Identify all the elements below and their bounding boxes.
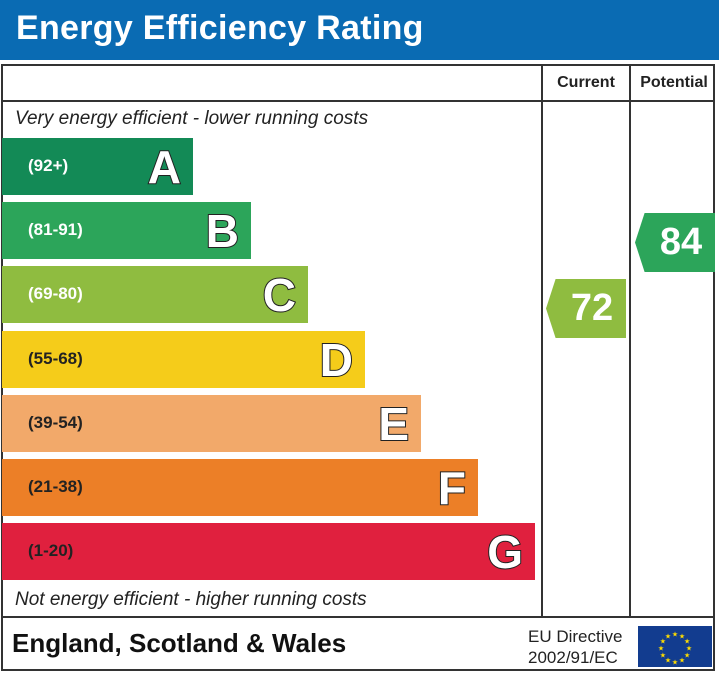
band-bar-f: (21-38) F xyxy=(2,459,478,516)
band-range: (21-38) xyxy=(28,477,83,496)
band-bar-c: (69-80) C xyxy=(2,266,308,323)
svg-text:★: ★ xyxy=(665,632,671,640)
band-letter: D xyxy=(319,333,354,387)
column-header-current: Current xyxy=(557,74,615,91)
title-banner: Energy Efficiency Rating xyxy=(0,0,719,60)
bottom-note: Not energy efficient - higher running co… xyxy=(15,589,367,610)
current-rating-value: 72 xyxy=(570,287,614,329)
chart-title: Energy Efficiency Rating xyxy=(16,9,424,47)
eu-flag-icon: ★ ★ ★ ★ ★ ★ ★ ★ ★ ★ ★ ★ xyxy=(638,626,712,667)
svg-text:★: ★ xyxy=(679,657,685,665)
directive-line2: 2002/91/EC xyxy=(528,648,618,667)
band-bar-b: (81-91) B xyxy=(2,202,251,259)
directive-line1: EU Directive xyxy=(528,627,623,646)
current-rating-arrow: 72 xyxy=(546,279,626,338)
band-bar-g: (1-20) G xyxy=(2,523,535,580)
band-range: (81-91) xyxy=(28,220,83,239)
svg-text:★: ★ xyxy=(672,631,678,639)
band-range: (55-68) xyxy=(28,349,83,368)
band-range: (69-80) xyxy=(28,284,83,303)
svg-text:★: ★ xyxy=(679,632,685,640)
svg-text:★: ★ xyxy=(684,652,690,660)
potential-rating-arrow: 84 xyxy=(635,213,715,272)
band-letter: A xyxy=(147,140,182,194)
column-divider xyxy=(541,64,543,617)
column-divider xyxy=(629,64,631,617)
band-range: (92+) xyxy=(28,156,69,175)
band-letter: C xyxy=(262,268,297,322)
band-bar-a: (92+) A xyxy=(2,138,193,195)
top-note: Very energy efficient - lower running co… xyxy=(15,108,369,129)
band-range: (39-54) xyxy=(28,413,83,432)
potential-rating-value: 84 xyxy=(659,221,703,263)
band-letter: E xyxy=(377,397,410,451)
svg-text:★: ★ xyxy=(665,657,671,665)
column-header-potential: Potential xyxy=(640,74,708,91)
svg-text:★: ★ xyxy=(684,638,690,646)
svg-text:★: ★ xyxy=(660,638,666,646)
svg-text:★: ★ xyxy=(686,645,692,653)
footer-divider xyxy=(1,616,715,618)
header-divider xyxy=(1,100,715,102)
band-letter: B xyxy=(205,204,240,258)
region-label: England, Scotland & Wales xyxy=(12,628,347,658)
band-letter: G xyxy=(486,525,524,579)
band-range: (1-20) xyxy=(28,541,74,560)
svg-text:★: ★ xyxy=(658,645,664,653)
band-bar-e: (39-54) E xyxy=(2,395,421,452)
svg-text:★: ★ xyxy=(672,659,678,667)
band-letter: F xyxy=(437,461,467,515)
svg-text:★: ★ xyxy=(660,652,666,660)
band-bar-d: (55-68) D xyxy=(2,331,365,388)
